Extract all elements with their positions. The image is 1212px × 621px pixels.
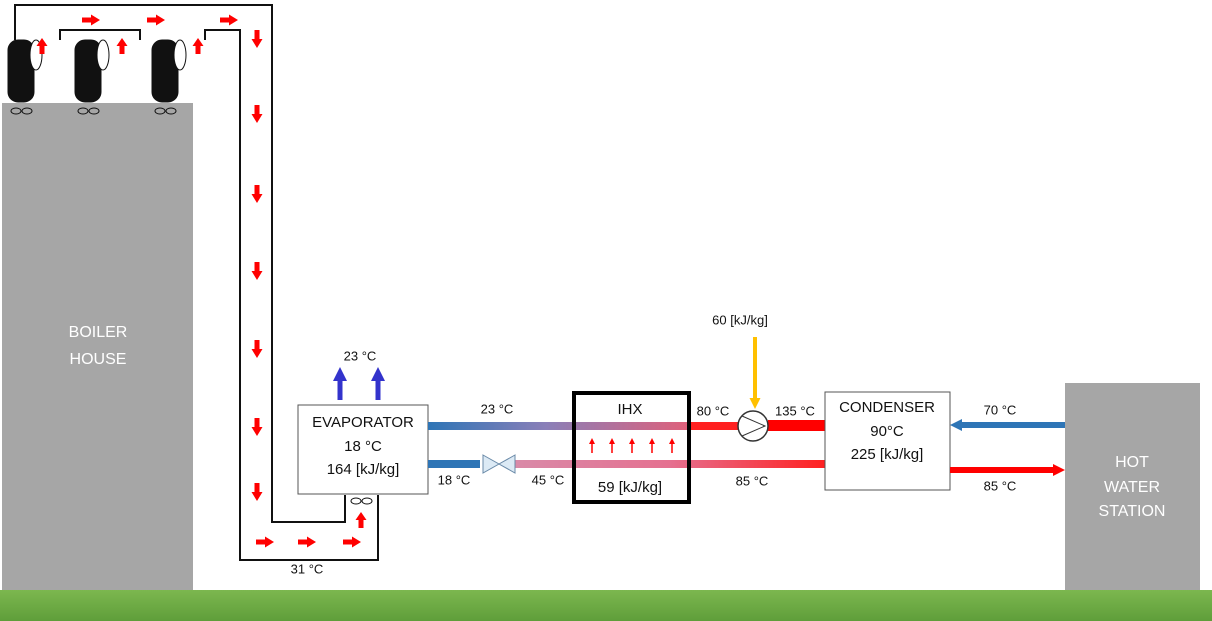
station-label: STATION — [1099, 503, 1166, 520]
flow-arrow — [749, 337, 761, 409]
compressor-work: 60 [kJ/kg] — [712, 312, 768, 327]
pipe — [515, 460, 825, 468]
pipe-temp: 45 °C — [532, 472, 565, 487]
pipe-temp: 80 °C — [697, 403, 730, 418]
flow-arrow — [116, 38, 128, 54]
pipe-temp: 23 °C — [481, 401, 514, 416]
condenser — [824, 391, 951, 491]
evaporator — [297, 404, 429, 495]
evaporator-enthalpy: 164 [kJ/kg] — [327, 461, 400, 478]
ihx-title: IHX — [617, 401, 642, 418]
flow-arrow — [609, 438, 615, 453]
flow-arrow — [251, 262, 263, 280]
pipe-temp: 18 °C — [438, 472, 471, 487]
flow-arrow — [192, 38, 204, 54]
boiler-label: HOUSE — [70, 351, 127, 368]
flow-arrow — [589, 438, 595, 453]
pipe — [428, 422, 690, 430]
flow-arrow — [649, 438, 655, 453]
flow-arrow — [251, 418, 263, 436]
water-temp: 85 °C — [984, 478, 1017, 493]
pipe — [768, 420, 825, 431]
flow-arrow — [371, 367, 385, 400]
valve — [482, 454, 516, 474]
flow-arrow — [82, 14, 100, 26]
pipe — [428, 460, 480, 468]
station-label: WATER — [1104, 479, 1160, 496]
flow-arrow — [251, 30, 263, 48]
flow-arrow — [147, 14, 165, 26]
boiler-label: BOILER — [69, 324, 128, 341]
flow-arrow — [251, 185, 263, 203]
ihx-heat: 59 [kJ/kg] — [598, 479, 662, 496]
hot-water-station — [1065, 383, 1200, 590]
flow-arrow — [333, 367, 347, 400]
flow-arrow — [950, 419, 1065, 431]
flow-arrow — [298, 536, 316, 548]
flow-arrow — [36, 38, 48, 54]
water-temp: 70 °C — [984, 402, 1017, 417]
pipe-temp: 85 °C — [736, 473, 769, 488]
flow-arrow — [669, 438, 675, 453]
duct-temp: 31 °C — [291, 561, 324, 576]
condenser-title: CONDENSER — [839, 399, 935, 416]
pipe — [690, 422, 738, 430]
flow-arrow — [629, 438, 635, 453]
evaporator-air-temp: 23 °C — [344, 348, 377, 363]
station-label: HOT — [1115, 454, 1149, 471]
compressor — [737, 410, 769, 442]
boiler-house — [2, 103, 193, 590]
duct — [14, 4, 379, 561]
fans — [7, 39, 187, 115]
ground — [0, 590, 1212, 621]
flow-arrow — [220, 14, 238, 26]
condenser-enthalpy: 225 [kJ/kg] — [851, 446, 924, 463]
compressor-symbol — [741, 415, 767, 437]
flow-arrow — [251, 340, 263, 358]
evaporator-fan — [350, 497, 373, 505]
ihx — [572, 391, 691, 504]
pipe-temp: 135 °C — [775, 403, 815, 418]
flow-arrow — [950, 464, 1065, 476]
evaporator-title: EVAPORATOR — [312, 414, 414, 431]
evaporator-temp: 18 °C — [344, 438, 382, 455]
flow-arrow — [256, 536, 274, 548]
flow-arrow — [251, 483, 263, 501]
condenser-temp: 90°C — [870, 423, 904, 440]
flow-arrow — [251, 105, 263, 123]
flow-arrow — [343, 536, 361, 548]
flow-arrow — [355, 512, 367, 528]
